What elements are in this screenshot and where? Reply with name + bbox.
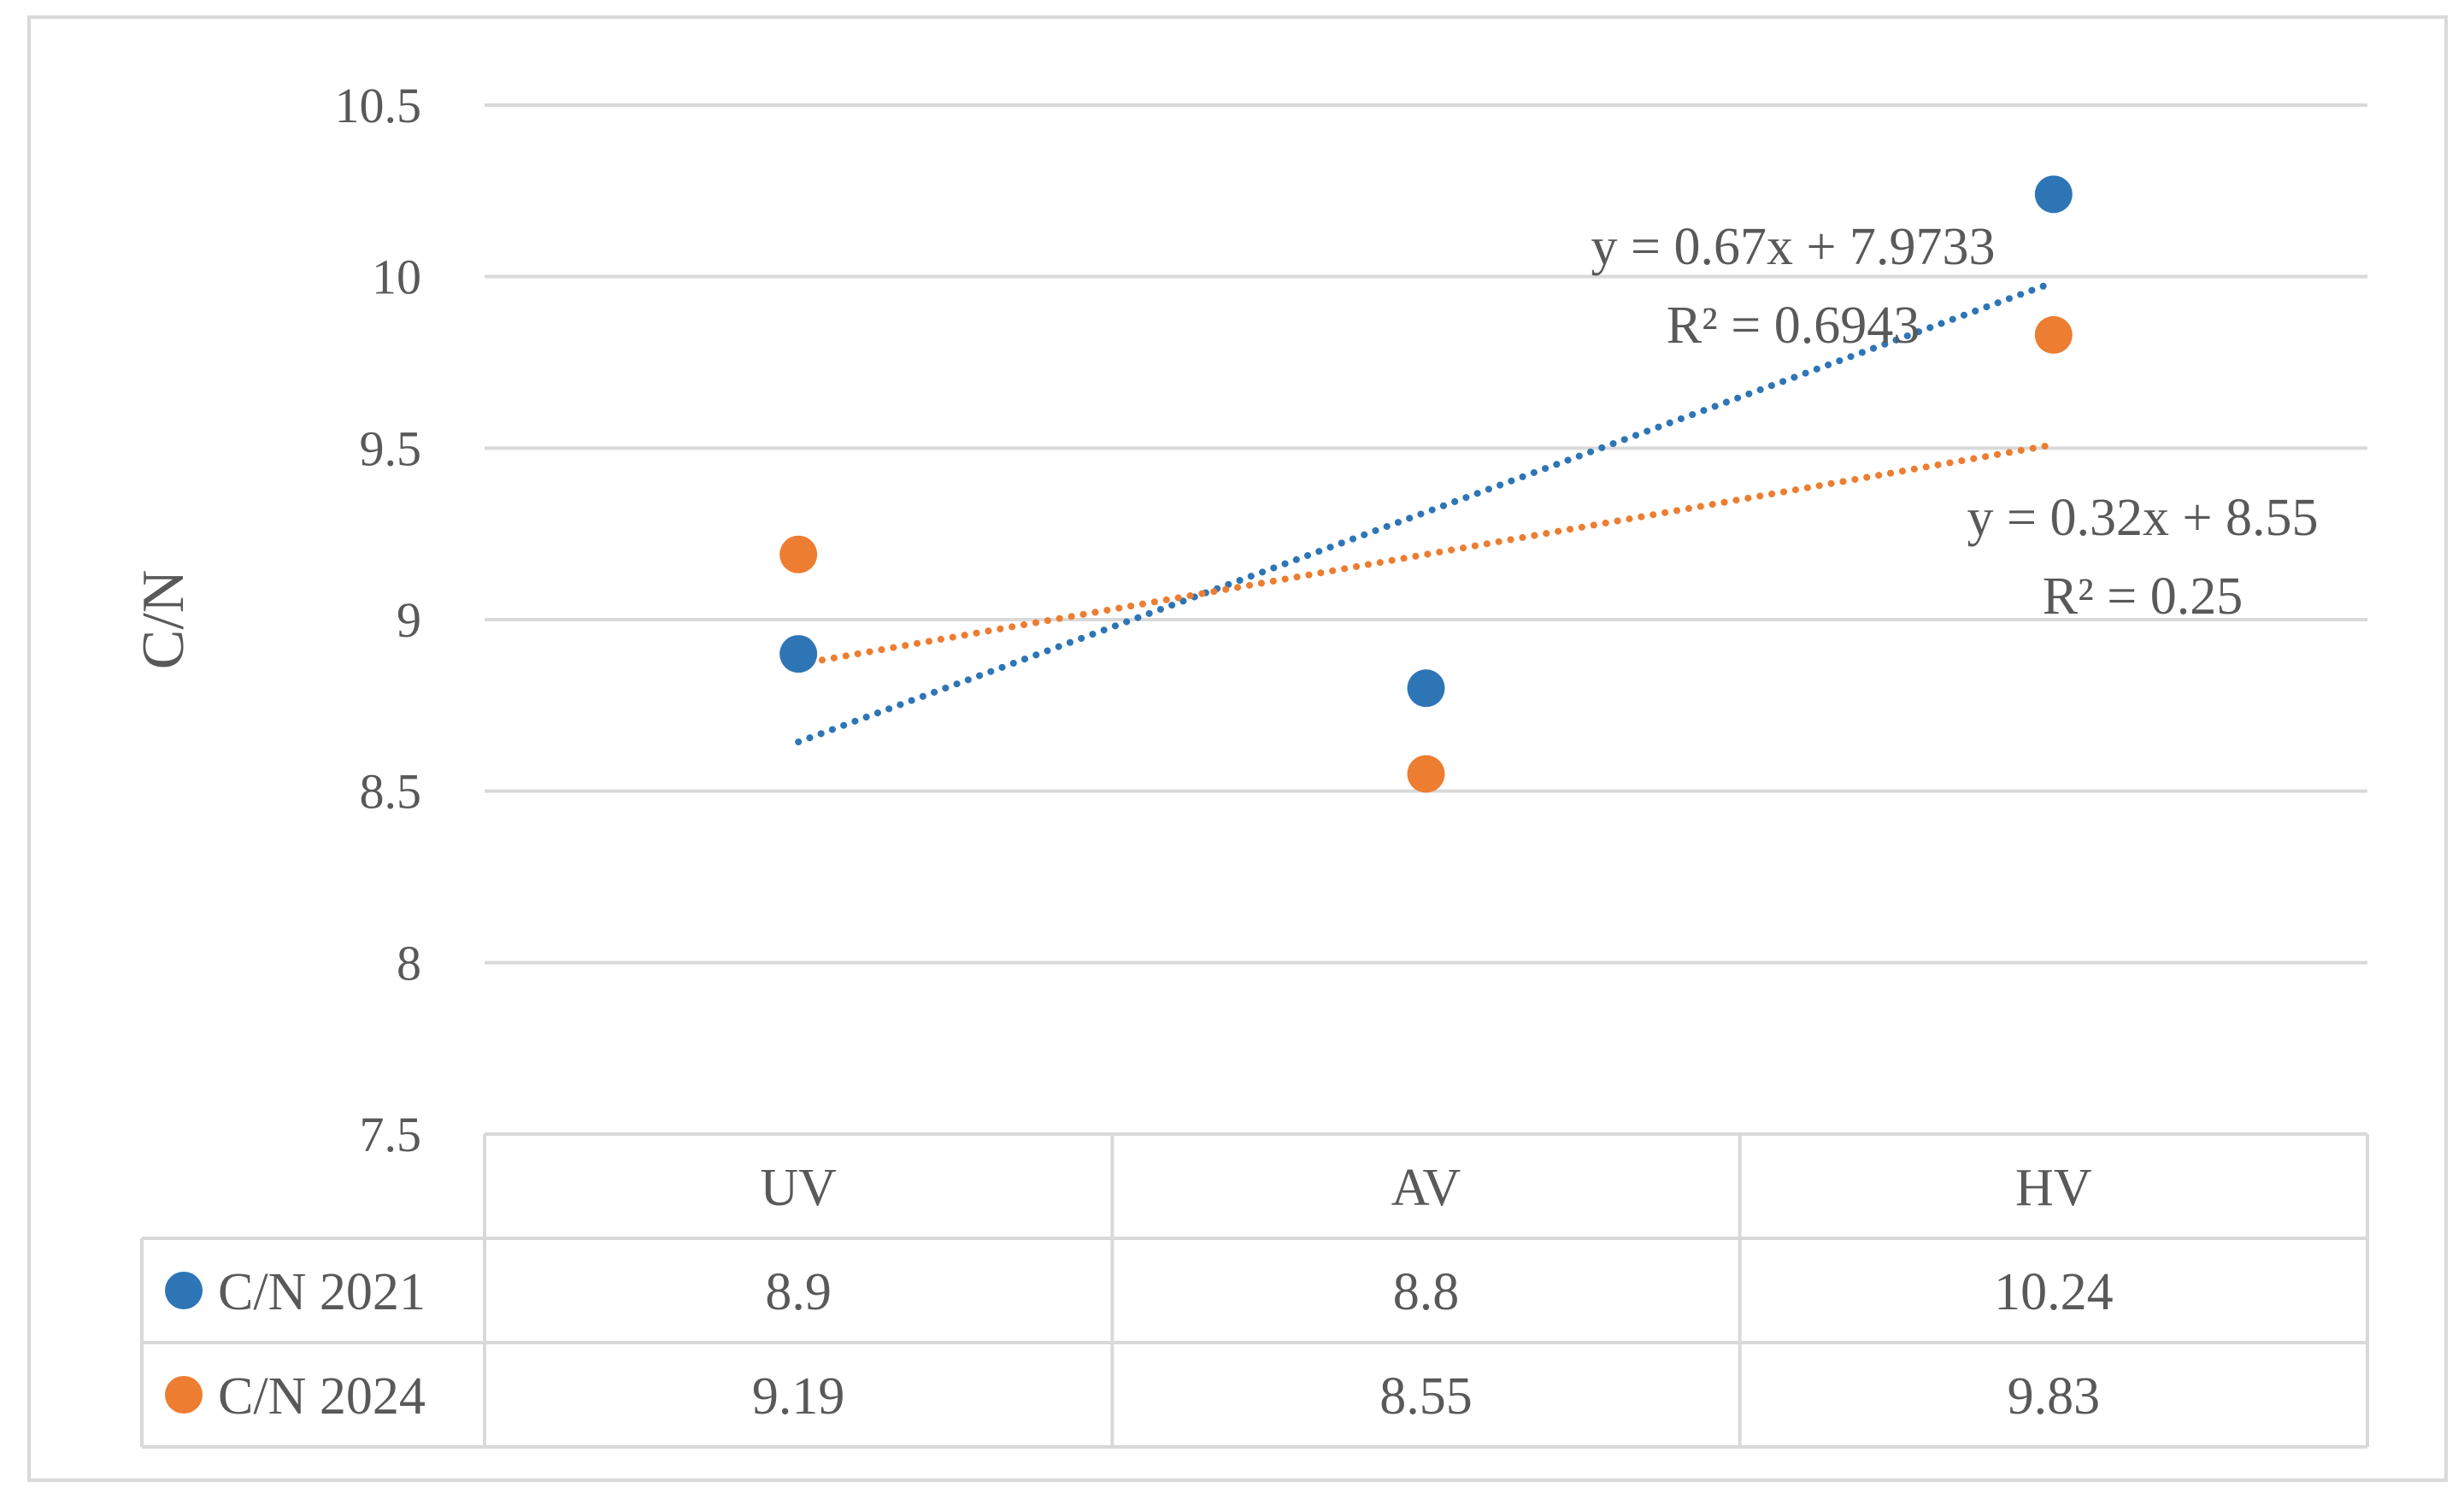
- table-value: 8.9: [765, 1263, 832, 1321]
- trendline: [795, 441, 2057, 668]
- legend-marker: [165, 1272, 203, 1309]
- table-value: 8.8: [1393, 1263, 1460, 1321]
- data-point: [1407, 669, 1445, 708]
- legend-marker: [165, 1376, 203, 1414]
- data-point: [2034, 315, 2073, 354]
- gridlines: [485, 103, 2367, 965]
- table-value: 9.83: [2008, 1367, 2101, 1426]
- trendline-equations: y = 0.67x + 7.9733 R² = 0.6943 y = 0.32x +…: [1591, 218, 2319, 626]
- y-tick-label: 9: [397, 592, 421, 648]
- legend-label: C/N 2021: [218, 1263, 426, 1321]
- chart-frame: [27, 15, 2448, 1482]
- y-tick-label: 10: [372, 250, 421, 305]
- table-value: 8.55: [1379, 1367, 1473, 1426]
- category-label: AV: [1391, 1159, 1461, 1217]
- y-tick-labels: 7.5 8 8.5 9 9.5 10 10.5: [335, 78, 422, 1162]
- data-points: [779, 175, 2073, 793]
- trendline-equation: y = 0.67x + 7.9733: [1591, 218, 1996, 276]
- trendlines: [795, 279, 2057, 746]
- data-point: [779, 535, 818, 573]
- y-tick-label: 8: [397, 935, 421, 991]
- y-tick-label: 9.5: [360, 420, 422, 476]
- category-label: UV: [760, 1159, 837, 1217]
- table-value: 10.24: [1994, 1263, 2114, 1321]
- category-label: HV: [2015, 1159, 2092, 1217]
- trendline-r2: R² = 0.25: [2043, 567, 2243, 626]
- legend-label: C/N 2024: [218, 1367, 426, 1426]
- data-point: [2034, 175, 2073, 214]
- y-tick-label: 8.5: [360, 764, 422, 820]
- table-value: 9.19: [752, 1367, 845, 1426]
- data-table: UV AV HV C/N 2021 8.9 8.8 10.24 C/N 2024 9.19 8.5…: [140, 1132, 2369, 1449]
- data-point: [779, 635, 818, 673]
- y-tick-label: 7.5: [360, 1107, 422, 1162]
- data-point: [1407, 755, 1445, 793]
- trendline-r2: R² = 0.6943: [1667, 297, 1920, 355]
- y-axis-label: C/N: [131, 570, 197, 670]
- trendline-equation: y = 0.32x + 8.55: [1967, 489, 2319, 547]
- y-tick-label: 10.5: [335, 78, 422, 133]
